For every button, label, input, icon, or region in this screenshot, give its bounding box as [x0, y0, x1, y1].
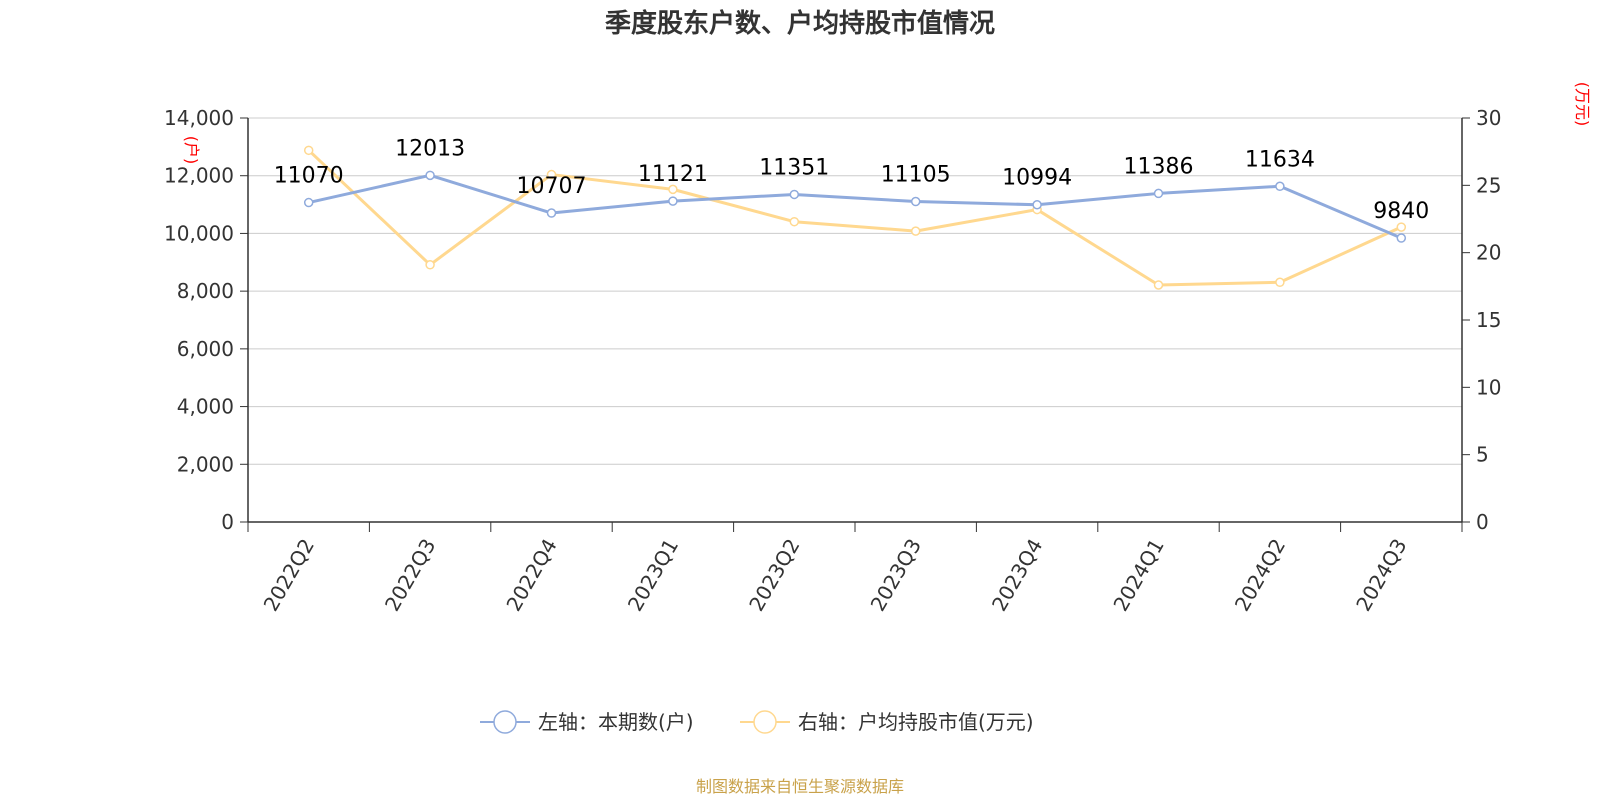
left-tick-label: 10,000	[164, 221, 234, 245]
left-tick-label: 4,000	[177, 395, 234, 419]
legend-marker	[493, 710, 517, 734]
series-line-holders	[308, 173, 1402, 240]
data-label: 9840	[1373, 199, 1429, 224]
series-lines	[307, 149, 1402, 287]
left-tick-label: 0	[221, 510, 234, 534]
grid-lines	[248, 117, 1462, 465]
x-tick-label: 2023Q3	[866, 535, 926, 616]
data-point	[789, 216, 800, 227]
right-tick-label: 25	[1476, 173, 1501, 197]
x-tick-label: 2024Q3	[1351, 535, 1411, 616]
right-axis-ticks: 0 5 10 15 20 25 30	[1462, 106, 1501, 534]
left-tick-label: 2,000	[177, 452, 234, 476]
left-axis-unit: (户)	[182, 136, 201, 165]
left-axis-ticks: 0 2,000 4,000 6,000 8,000 10,000 12,000 14,000	[164, 106, 248, 534]
data-label: 11105	[881, 163, 951, 188]
legend-marker	[753, 710, 777, 734]
right-tick-label: 5	[1476, 443, 1489, 467]
data-point	[546, 169, 557, 180]
data-labels: 11070 12013 10707 11121 11351 11105 10994 11386…	[274, 136, 1430, 224]
data-point	[1153, 280, 1164, 290]
left-tick-label: 8,000	[177, 279, 234, 303]
x-tick-label: 2023Q1	[623, 535, 683, 616]
x-tick-label: 2022Q2	[259, 535, 319, 616]
left-tick-label: 12,000	[164, 164, 234, 188]
chart-title: 季度股东户数、户均持股市值情况	[605, 8, 995, 39]
data-point	[303, 145, 314, 156]
data-label: 10994	[1002, 166, 1072, 191]
legend-label: 左轴：本期数(户)	[538, 710, 694, 734]
data-point	[1396, 222, 1407, 232]
data-label: 11351	[759, 155, 829, 180]
data-point	[1153, 188, 1164, 199]
data-point	[425, 260, 435, 270]
data-point	[910, 196, 921, 207]
data-point	[789, 189, 800, 200]
data-point	[1275, 277, 1285, 288]
x-tick-label: 2022Q3	[380, 535, 440, 616]
x-tick-label: 2023Q2	[744, 535, 804, 616]
x-axis-ticks: 2022Q2 2022Q3 2022Q4 2023Q1 2023Q2 2023Q3 2023…	[247, 522, 1463, 616]
left-tick-label: 6,000	[177, 337, 234, 361]
data-point	[1032, 199, 1042, 210]
data-label: 11121	[638, 162, 708, 187]
right-axis-unit: (万元)	[1573, 82, 1592, 127]
right-tick-label: 0	[1476, 510, 1489, 534]
source-note: 制图数据来自恒生聚源数据库	[696, 777, 904, 796]
data-point	[668, 196, 678, 206]
data-point	[1396, 233, 1407, 243]
right-tick-label: 30	[1476, 106, 1501, 130]
x-tick-label: 2024Q2	[1230, 535, 1290, 616]
x-tick-label: 2022Q4	[501, 535, 561, 616]
data-label: 11634	[1245, 147, 1315, 172]
data-point	[546, 208, 557, 218]
right-tick-label: 15	[1476, 308, 1501, 332]
data-point	[910, 226, 921, 236]
data-point	[668, 184, 678, 195]
right-tick-label: 10	[1476, 375, 1501, 399]
x-tick-label: 2024Q1	[1108, 535, 1168, 616]
legend: 左轴：本期数(户) 右轴：户均持股市值(万元)	[480, 710, 1034, 734]
data-point	[1275, 181, 1285, 192]
x-tick-label: 2023Q4	[987, 535, 1047, 616]
data-label: 11386	[1124, 154, 1194, 179]
data-point	[425, 170, 435, 181]
right-tick-label: 20	[1476, 241, 1501, 265]
series-line-market-value	[307, 149, 1402, 287]
series-points	[303, 145, 1407, 290]
data-label: 11070	[274, 164, 344, 189]
data-point	[303, 197, 314, 208]
left-tick-label: 14,000	[164, 106, 234, 130]
legend-label: 右轴：户均持股市值(万元)	[798, 710, 1034, 734]
data-label: 12013	[395, 136, 465, 161]
data-label: 10707	[517, 174, 587, 199]
